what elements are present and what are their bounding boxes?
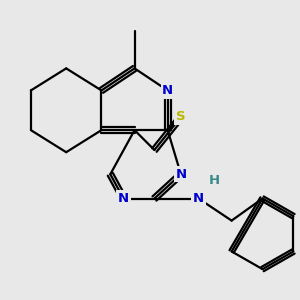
Text: N: N — [118, 192, 129, 205]
Text: H: H — [208, 174, 220, 188]
Text: S: S — [176, 110, 186, 123]
Text: N: N — [175, 168, 186, 181]
Text: N: N — [162, 84, 173, 97]
Text: N: N — [193, 192, 204, 205]
